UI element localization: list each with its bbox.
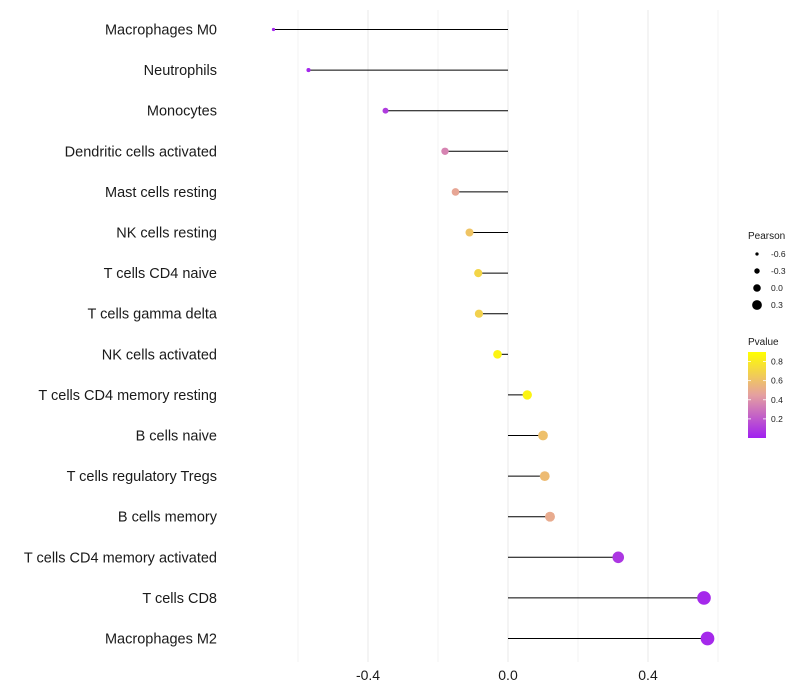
x-tick-label: 0.4 bbox=[638, 667, 658, 683]
lollipop-point bbox=[382, 107, 389, 114]
lollipop-point bbox=[271, 27, 276, 32]
x-tick-label: 0.0 bbox=[498, 667, 518, 683]
size-legend-label: 0.0 bbox=[771, 283, 783, 293]
lollipop-point bbox=[441, 147, 449, 155]
lollipop-point bbox=[697, 591, 711, 605]
size-legend-key bbox=[753, 284, 761, 292]
lollipop-point bbox=[612, 551, 625, 564]
lollipop-point bbox=[306, 68, 311, 73]
category-label: T cells gamma delta bbox=[88, 307, 218, 323]
category-label: T cells CD4 memory activated bbox=[24, 550, 217, 566]
pearson-size-legend: Pearson -0.6 -0.3 0.0 0.3 bbox=[748, 231, 786, 310]
category-label: T cells regulatory Tregs bbox=[67, 469, 217, 485]
color-legend-label: 0.6 bbox=[771, 376, 783, 386]
category-label: Neutrophils bbox=[144, 63, 217, 79]
color-legend-label: 0.4 bbox=[771, 395, 783, 405]
category-label: NK cells resting bbox=[116, 226, 217, 242]
category-label: T cells CD4 memory resting bbox=[38, 388, 217, 404]
lollipop-point bbox=[474, 268, 483, 278]
lollipop-point bbox=[545, 511, 555, 522]
size-legend-label: 0.3 bbox=[771, 300, 783, 310]
color-legend-title: Pvalue bbox=[748, 337, 779, 348]
lollipop-point bbox=[700, 631, 715, 646]
category-label: B cells memory bbox=[118, 510, 218, 526]
size-legend-label: -0.3 bbox=[771, 266, 786, 276]
size-legend-key bbox=[752, 300, 762, 310]
category-labels: Macrophages M0 Neutrophils Monocytes Dendri… bbox=[24, 23, 218, 648]
size-legend-key bbox=[755, 252, 759, 256]
grid-layer bbox=[297, 10, 719, 662]
x-tick-label: -0.4 bbox=[356, 667, 380, 683]
stem-layer bbox=[273, 29, 708, 639]
category-label: NK cells activated bbox=[102, 347, 217, 363]
color-legend-label: 0.2 bbox=[771, 414, 783, 424]
category-label: Macrophages M2 bbox=[105, 632, 217, 648]
lollipop-point bbox=[465, 228, 474, 237]
category-label: T cells CD8 bbox=[142, 591, 217, 607]
size-legend-label: -0.6 bbox=[771, 249, 786, 259]
category-label: Monocytes bbox=[147, 104, 217, 120]
lollipop-point bbox=[522, 390, 532, 400]
size-legend-title: Pearson bbox=[748, 231, 785, 242]
category-label: B cells naive bbox=[136, 429, 217, 445]
lollipop-point bbox=[539, 471, 550, 482]
size-legend-key bbox=[754, 268, 760, 274]
point-layer bbox=[271, 27, 715, 646]
color-legend-label: 0.8 bbox=[771, 357, 783, 367]
lollipop-point bbox=[474, 309, 484, 318]
category-label: Mast cells resting bbox=[105, 185, 217, 201]
category-label: Macrophages M0 bbox=[105, 23, 217, 39]
pvalue-colorbar bbox=[748, 352, 766, 438]
x-axis-ticks: -0.4 0.0 0.4 bbox=[356, 667, 658, 683]
category-label: Dendritic cells activated bbox=[65, 144, 217, 160]
lollipop-point bbox=[451, 188, 460, 196]
lollipop-point bbox=[493, 349, 502, 359]
pvalue-color-legend: Pvalue 0.8 0.6 0.4 0.2 bbox=[748, 337, 783, 438]
category-label: T cells CD4 naive bbox=[104, 266, 217, 282]
lollipop-point bbox=[538, 430, 548, 441]
